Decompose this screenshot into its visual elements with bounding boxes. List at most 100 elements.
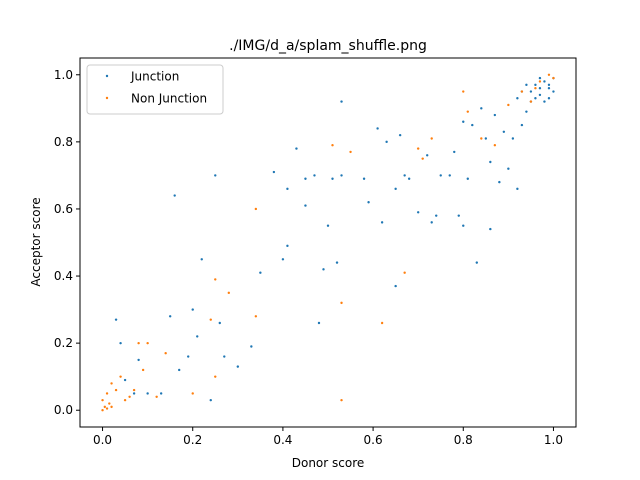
junction-point [484,137,488,140]
junction-point [525,83,528,87]
junction-point [538,86,542,90]
junction-point [403,174,406,177]
junction-point [286,244,289,248]
junction-point [453,150,456,154]
junction-point [376,127,379,130]
non-junction-point [191,392,194,395]
non-junction-point [552,76,555,80]
junction-point [322,268,325,271]
junction-point [340,100,343,103]
non-junction-point [164,352,167,355]
non-junction-point [254,207,258,211]
junction-point [480,107,483,110]
non-junction-point [466,110,469,113]
junction-point [534,97,537,100]
non-junction-point [547,73,551,76]
y-tick-label: 0.8 [54,135,73,149]
non-junction-point [103,405,107,409]
non-junction-point [108,402,111,405]
junction-point [362,177,366,180]
junction-point [178,368,181,372]
non-junction-point [493,144,497,147]
junction-point [398,133,402,137]
x-tick-label: 0.2 [183,433,202,447]
junction-point [250,345,253,348]
x-axis-label: Donor score [292,456,365,470]
y-axis-label: Acceptor score [29,197,43,286]
junction-point [466,177,469,180]
non-junction-point [349,150,352,154]
junction-point [114,318,118,321]
legend-label-non-junction: Non Junction [131,92,207,106]
junction-point [317,321,321,325]
y-tick-label: 0.0 [54,403,73,417]
junction-point [146,392,149,395]
junction-point [331,177,334,180]
non-junction-point [380,321,384,325]
non-junction-point [141,368,145,372]
junction-point [132,392,136,395]
non-junction-point [520,90,524,93]
legend-marker-junction [105,74,109,78]
junction-point [187,355,190,358]
legend-label-junction: Junction [130,70,179,84]
junction-point [326,224,330,227]
non-junction-point [538,80,542,83]
points-layer [101,73,555,412]
junction-point [367,201,370,204]
junction-point [223,355,226,358]
non-junction-point [227,291,230,295]
junction-point [462,224,465,227]
non-junction-point [105,392,109,395]
junction-point [196,335,199,338]
junction-point [493,113,497,117]
junction-point [313,174,316,177]
x-tick-label: 1.0 [544,433,563,447]
junction-point [525,110,528,113]
non-junction-point [101,409,104,412]
junction-point [462,120,465,123]
junction-point [457,214,460,217]
non-junction-point [254,315,258,318]
junction-point [380,221,384,224]
non-junction-point [110,405,113,409]
x-tick-label: 0.4 [273,433,292,447]
non-junction-point [114,388,118,392]
junction-point [507,167,510,170]
junction-point [191,308,194,311]
junction-point [529,90,533,93]
junction-point [520,123,524,127]
ticks-layer: 0.0 0.2 0.4 0.6 0.8 1.0 0.0 0.2 0.4 0.6 0.8 1.0 [54,68,563,447]
non-junction-point [340,398,343,402]
x-tick-label: 0.6 [364,433,383,447]
junction-point [516,187,519,191]
non-junction-point [209,318,212,321]
non-junction-point [430,137,433,140]
non-junction-point [462,90,465,93]
y-tick-label: 1.0 [54,68,73,82]
junction-point [516,97,519,100]
non-junction-point [529,100,533,103]
non-junction-point [480,137,483,140]
non-junction-point [146,341,149,345]
junction-point [498,180,501,184]
y-tick-label: 0.2 [54,336,73,350]
junction-point [159,392,163,395]
y-tick-label: 0.6 [54,202,73,216]
junction-point [534,83,537,87]
junction-point [295,147,298,150]
non-junction-point [123,398,127,402]
junction-point [547,83,551,87]
junction-point [511,137,515,140]
junction-point [430,221,433,224]
legend: Junction Non Junction [86,64,224,115]
non-junction-point [119,375,122,378]
junction-point [137,358,140,362]
junction-point [304,204,307,207]
non-junction-point [340,301,343,305]
junction-point [426,154,429,157]
junction-point [475,261,478,264]
non-junction-point [214,375,217,378]
junction-point [123,378,127,382]
